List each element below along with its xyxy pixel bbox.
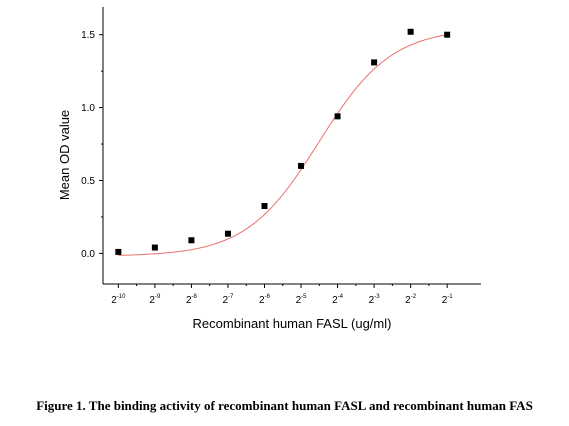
x-tick-label: 2-2 (405, 294, 417, 306)
x-tick-label: 2-6 (259, 294, 271, 306)
x-tick-label: 2-8 (186, 294, 198, 306)
y-axis-label: Mean OD value (57, 110, 72, 200)
chart-ticks: 2-10 2-9 2-8 2-7 2-6 2-5 2-4 2-3 2-2 2-1 0.0 0.5 1.0… (81, 30, 453, 306)
x-tick-label: 2-10 (111, 294, 126, 306)
x-tick-label: 2-9 (149, 294, 161, 306)
chart-axes (102, 7, 481, 285)
data-point (224, 230, 231, 237)
data-point (371, 59, 378, 66)
data-point (261, 203, 268, 210)
data-point (115, 248, 122, 255)
x-tick-label: 2-7 (222, 294, 234, 306)
y-tick-label: 0.5 (81, 176, 95, 187)
x-tick-label: 2-5 (296, 294, 308, 306)
x-tick-label: 2-4 (332, 294, 344, 306)
y-tick-label: 1.0 (81, 103, 95, 114)
fit-curve (118, 34, 448, 256)
figure-caption: Figure 1. The binding activity of recomb… (36, 398, 533, 413)
y-tick-label: 1.5 (81, 30, 95, 41)
data-point (334, 113, 341, 120)
x-tick-label: 2-1 (442, 294, 454, 306)
data-point (407, 28, 414, 35)
data-points (115, 28, 451, 255)
data-point (298, 162, 305, 169)
x-tick-label: 2-3 (369, 294, 381, 306)
data-point (151, 244, 158, 251)
data-point (444, 31, 451, 38)
y-tick-label: 0.0 (81, 249, 95, 260)
x-axis-label: Recombinant human FASL (ug/ml) (193, 316, 392, 331)
data-point (188, 237, 195, 244)
